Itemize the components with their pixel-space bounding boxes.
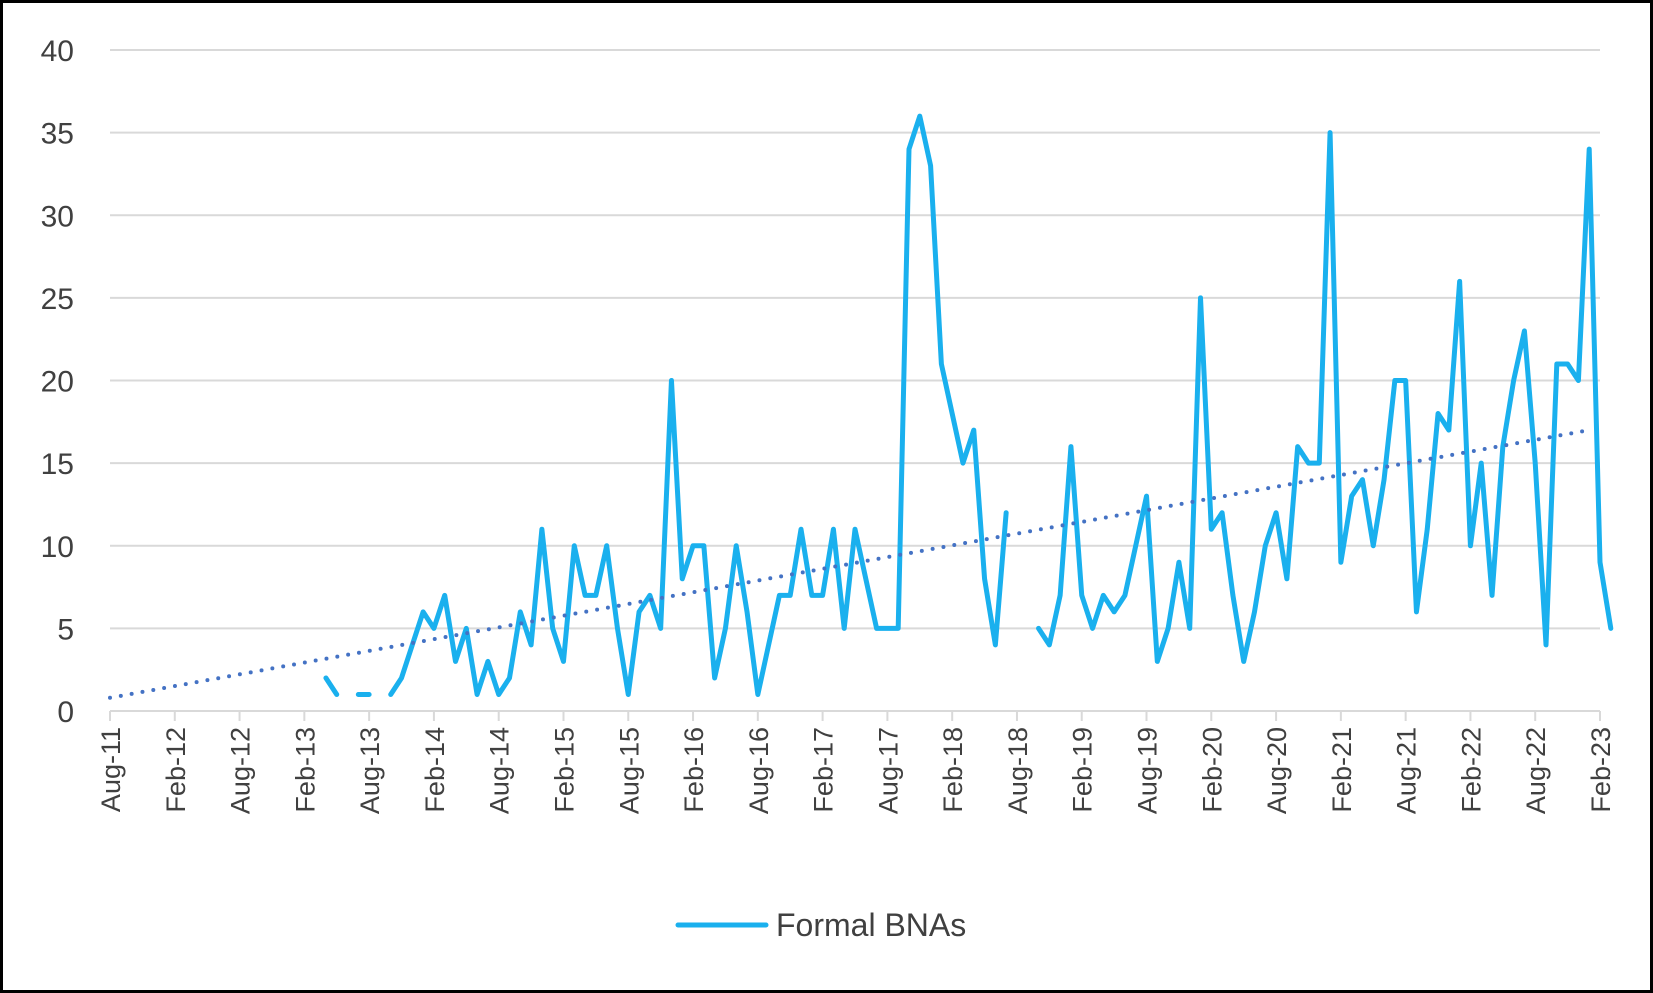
x-tick-label-aug-18: Aug-18 [1003, 727, 1033, 814]
x-tick-label-aug-12: Aug-12 [226, 727, 256, 814]
x-tick-label-feb-23: Feb-23 [1586, 727, 1616, 813]
x-tick-label-feb-21: Feb-21 [1327, 727, 1357, 813]
y-tick-label-30: 30 [41, 200, 74, 233]
x-tick-label-feb-16: Feb-16 [679, 727, 709, 813]
x-axis [109, 710, 1601, 721]
legend-label-formal-bnas: Formal BNAs [776, 907, 966, 943]
x-tick-label-feb-13: Feb-13 [290, 727, 320, 813]
x-tick-label-aug-20: Aug-20 [1262, 727, 1292, 814]
x-tick-label-aug-21: Aug-21 [1392, 727, 1422, 814]
x-tick-label-aug-14: Aug-14 [485, 727, 515, 814]
x-tick-label-feb-22: Feb-22 [1456, 727, 1486, 813]
x-tick-label-aug-19: Aug-19 [1133, 727, 1163, 814]
series-layer [108, 113, 1614, 700]
x-axis-ticks: Aug-11 Feb-12 Aug-12 Feb-13 Aug-13 Feb-14 Aug-… [96, 727, 1616, 814]
series-line-formal-bnas [323, 113, 1614, 697]
x-tick-label-aug-17: Aug-17 [873, 727, 903, 814]
y-tick-label-25: 25 [41, 283, 74, 316]
x-tick-label-feb-20: Feb-20 [1197, 727, 1227, 813]
x-tick-label-feb-15: Feb-15 [549, 727, 579, 813]
x-tick-label-aug-15: Aug-15 [614, 727, 644, 814]
y-tick-label-5: 5 [57, 613, 74, 646]
legend: Formal BNAs [675, 907, 966, 943]
x-tick-label-aug-11: Aug-11 [96, 727, 126, 812]
y-tick-label-10: 10 [41, 531, 74, 564]
trendline [108, 428, 1592, 700]
y-axis-ticks: 0 5 10 15 20 25 30 35 40 [41, 35, 74, 729]
y-tick-label-35: 35 [41, 118, 74, 151]
y-tick-label-20: 20 [41, 366, 74, 399]
x-tick-label-aug-13: Aug-13 [355, 727, 385, 814]
x-tick-label-feb-12: Feb-12 [161, 727, 191, 813]
x-tick-label-feb-14: Feb-14 [420, 727, 450, 813]
y-tick-label-15: 15 [41, 448, 74, 481]
x-tick-label-aug-16: Aug-16 [744, 727, 774, 814]
x-tick-label-feb-18: Feb-18 [938, 727, 968, 813]
y-tick-label-40: 40 [41, 35, 74, 68]
x-tick-label-feb-17: Feb-17 [809, 727, 839, 813]
gridlines [110, 49, 1600, 630]
x-tick-label-feb-19: Feb-19 [1068, 727, 1098, 813]
y-tick-label-0: 0 [57, 696, 74, 729]
x-tick-label-aug-22: Aug-22 [1521, 727, 1551, 814]
